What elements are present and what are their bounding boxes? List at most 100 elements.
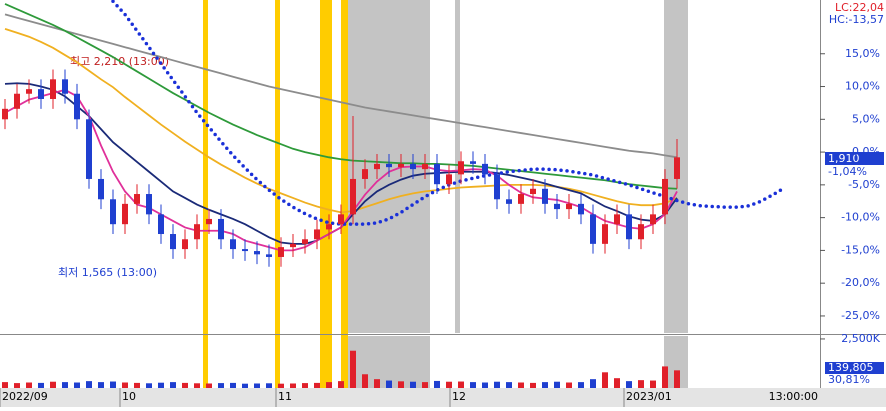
volume-box bbox=[825, 362, 884, 374]
candle bbox=[146, 184, 152, 225]
candle-body bbox=[602, 224, 608, 244]
candle bbox=[134, 184, 140, 214]
x-tick-label: 10 bbox=[122, 390, 136, 403]
volume-bar bbox=[50, 381, 56, 388]
candle bbox=[290, 234, 296, 257]
candle bbox=[650, 204, 656, 235]
candle-body bbox=[122, 203, 128, 225]
volume-bar bbox=[158, 382, 164, 388]
x-axis-bar bbox=[0, 388, 886, 407]
candle-body bbox=[14, 93, 20, 109]
candle bbox=[422, 154, 428, 179]
candle-body bbox=[170, 234, 176, 250]
candle-body bbox=[518, 194, 524, 204]
candle bbox=[62, 69, 68, 104]
volume-bar bbox=[566, 382, 572, 388]
volume-bar bbox=[266, 383, 272, 388]
candle-body bbox=[146, 194, 152, 215]
volume-bar bbox=[434, 380, 440, 388]
candle-body bbox=[566, 203, 572, 210]
volume-bar bbox=[182, 382, 188, 388]
x-tick-label: 2023/01 bbox=[626, 390, 672, 403]
candle bbox=[482, 154, 488, 185]
x-tick-label: 2022/09 bbox=[2, 390, 48, 403]
candle bbox=[278, 237, 284, 267]
candle bbox=[110, 189, 116, 235]
candle bbox=[494, 164, 500, 210]
yellow-band bbox=[320, 0, 332, 388]
candle-body bbox=[374, 163, 380, 170]
candle-body bbox=[350, 178, 356, 215]
volume-bar bbox=[278, 383, 284, 388]
volume-bar bbox=[74, 382, 80, 388]
candle-body bbox=[62, 79, 68, 94]
candle bbox=[182, 229, 188, 259]
candle bbox=[410, 154, 416, 179]
candle bbox=[506, 189, 512, 214]
candle bbox=[374, 154, 380, 179]
volume-bar bbox=[362, 374, 368, 388]
candle-body bbox=[530, 188, 536, 195]
candle bbox=[98, 169, 104, 210]
candle-body bbox=[482, 163, 488, 175]
candle bbox=[230, 229, 236, 259]
volume-bar bbox=[662, 366, 668, 388]
volume-bar bbox=[338, 381, 344, 388]
volume-bar bbox=[578, 382, 584, 388]
ma-line bbox=[4, 3, 678, 190]
volume-bar bbox=[554, 381, 560, 388]
candle-body bbox=[542, 188, 548, 204]
candle bbox=[350, 116, 356, 225]
candle-body bbox=[182, 239, 188, 250]
candle-body bbox=[86, 119, 92, 179]
volume-bar bbox=[218, 383, 224, 388]
candle-body bbox=[134, 194, 140, 204]
volume-bar bbox=[518, 382, 524, 388]
candle bbox=[554, 194, 560, 219]
volume-bar bbox=[290, 383, 296, 388]
candle-body bbox=[206, 218, 212, 225]
candle bbox=[326, 214, 332, 240]
volume-bar bbox=[314, 382, 320, 388]
candle-body bbox=[254, 251, 260, 255]
candle-body bbox=[50, 79, 56, 99]
volume-bar bbox=[542, 382, 548, 388]
candle-body bbox=[422, 163, 428, 170]
volume-bar bbox=[122, 382, 128, 388]
volume-bar bbox=[590, 379, 596, 388]
volume-pct: 30,81% bbox=[828, 373, 870, 386]
volume-bar bbox=[302, 383, 308, 388]
volume-bar bbox=[494, 381, 500, 388]
volume-bar bbox=[674, 370, 680, 388]
candle-body bbox=[470, 161, 476, 164]
candle-body bbox=[554, 203, 560, 210]
volume-bar bbox=[374, 379, 380, 388]
volume-bar bbox=[230, 382, 236, 388]
candle bbox=[362, 159, 368, 189]
candle bbox=[194, 214, 200, 250]
candle bbox=[14, 83, 20, 119]
volume-bar bbox=[410, 381, 416, 388]
volume-bar bbox=[110, 381, 116, 388]
volume-bar bbox=[242, 383, 248, 388]
candle-body bbox=[590, 214, 596, 244]
candle-body bbox=[110, 199, 116, 225]
price-box bbox=[825, 152, 884, 165]
candle-body bbox=[626, 214, 632, 240]
candle bbox=[542, 178, 548, 214]
candle-body bbox=[38, 89, 44, 99]
volume-bar bbox=[398, 381, 404, 388]
candle bbox=[518, 184, 524, 214]
candle-body bbox=[230, 239, 236, 250]
candle-body bbox=[410, 163, 416, 170]
candle-body bbox=[674, 157, 680, 179]
candle bbox=[638, 214, 644, 250]
volume-bar bbox=[98, 382, 104, 388]
low-note: 최저 1,565 (13:00) bbox=[58, 266, 157, 279]
candle bbox=[158, 204, 164, 244]
candle bbox=[434, 154, 440, 195]
volume-bar bbox=[530, 382, 536, 388]
volume-bar bbox=[38, 382, 44, 388]
candle-body bbox=[434, 163, 440, 185]
price: 1,910 bbox=[828, 152, 860, 165]
